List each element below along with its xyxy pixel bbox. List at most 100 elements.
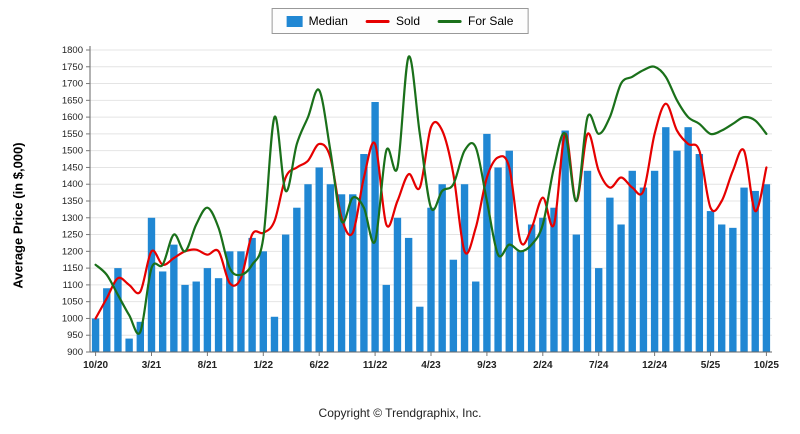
chart-area: 900 950 1000 1050 1100 1150 1200 1250 1300 1350 14…	[0, 40, 800, 381]
y-tick-label: 1250	[62, 230, 83, 241]
median-bar	[639, 187, 648, 352]
median-bar	[550, 207, 558, 352]
y-tick-label: 1700	[62, 79, 83, 90]
y-tick-label: 1750	[62, 62, 83, 73]
median-bar	[226, 251, 234, 352]
y-tick-label: 1200	[62, 246, 83, 257]
median-bar	[147, 217, 156, 352]
median-bar	[427, 207, 435, 352]
x-tick-labels: 10/20 3/21 8/21 1/22 6/22 11/22 4/23 9/23 2/24 7/…	[83, 352, 779, 371]
legend-item-sold[interactable]: Sold	[365, 14, 421, 28]
x-tick-label: 5/25	[701, 360, 721, 371]
median-bar	[662, 127, 670, 352]
median-bar	[91, 318, 100, 352]
y-tick-label: 1000	[62, 313, 83, 324]
median-bar	[505, 150, 513, 352]
y-tick-label: 950	[67, 330, 83, 341]
median-bar	[349, 194, 357, 352]
median-bar	[472, 281, 480, 352]
median-bar	[572, 234, 581, 352]
median-bar	[684, 127, 692, 352]
median-bar	[158, 271, 167, 352]
median-bar	[237, 251, 245, 352]
median-bar	[170, 244, 178, 352]
x-tick-label: 1/22	[254, 360, 274, 371]
median-bar	[393, 217, 402, 352]
series-lines	[94, 55, 768, 335]
median-bar	[371, 102, 379, 352]
median-bar	[494, 167, 502, 352]
median-bar	[259, 251, 267, 352]
y-tick-label: 1550	[62, 129, 83, 140]
median-bar	[337, 194, 346, 352]
median-bar	[181, 284, 189, 352]
median-bar	[628, 170, 636, 352]
median-bar	[650, 170, 659, 352]
y-tick-label: 1650	[62, 95, 83, 106]
median-bar	[360, 154, 368, 352]
x-tick-label: 7/24	[589, 360, 609, 371]
x-tick-label: 10/20	[83, 360, 108, 371]
y-tick-label: 1150	[63, 263, 83, 274]
median-bar	[416, 306, 424, 352]
median-bar	[103, 288, 111, 352]
y-tick-labels: 900 950 1000 1050 1100 1150 1200 1250 1300 1350 14…	[62, 45, 90, 358]
legend-label-for-sale: For Sale	[468, 14, 514, 28]
x-tick-label: 12/24	[642, 360, 667, 371]
median-bar	[203, 268, 212, 352]
legend-item-for-sale[interactable]: For Sale	[438, 14, 513, 28]
median-bar	[695, 154, 704, 352]
y-tick-label: 1400	[62, 179, 83, 190]
for-sale-line	[94, 55, 768, 335]
median-bar	[315, 167, 323, 352]
sold-swatch-icon	[365, 19, 390, 23]
median-bar	[583, 170, 592, 352]
median-bar	[729, 227, 737, 352]
median-bars	[91, 102, 771, 352]
median-swatch-icon	[286, 15, 303, 27]
y-tick-label: 1500	[62, 146, 83, 157]
median-bar	[717, 224, 726, 352]
median-bar	[270, 316, 279, 352]
legend: Median Sold For Sale	[271, 8, 529, 34]
median-bar	[527, 224, 536, 352]
median-bar	[617, 224, 625, 352]
for-sale-swatch-icon	[438, 19, 463, 23]
median-bar	[706, 211, 715, 352]
price-chart: 900 950 1000 1050 1100 1150 1200 1250 1300 1350 14…	[62, 45, 779, 371]
median-bar	[673, 150, 681, 352]
legend-label-sold: Sold	[395, 14, 421, 28]
median-bar	[136, 321, 145, 352]
median-bar	[449, 259, 458, 352]
x-tick-label: 2/24	[533, 360, 553, 371]
x-tick-label: 8/21	[198, 360, 218, 371]
x-tick-label: 3/21	[142, 360, 162, 371]
median-bar	[214, 278, 223, 352]
median-bar	[595, 268, 603, 352]
median-bar	[740, 187, 748, 352]
y-tick-label: 1350	[62, 196, 83, 207]
y-tick-label: 900	[67, 347, 83, 358]
median-bar	[751, 190, 759, 352]
median-bar	[125, 338, 133, 352]
y-tick-label: 1450	[62, 162, 83, 173]
y-tick-label: 1600	[62, 112, 83, 123]
median-bar	[438, 184, 446, 352]
median-bar	[539, 217, 547, 352]
x-tick-label: 10/25	[754, 360, 779, 371]
legend-item-median[interactable]: Median	[286, 14, 348, 28]
median-bar	[382, 284, 390, 352]
median-bar	[404, 237, 413, 352]
median-bar	[248, 237, 256, 352]
sold-line	[94, 102, 768, 320]
y-tick-label: 1100	[63, 280, 83, 291]
y-tick-label: 1800	[62, 45, 83, 56]
median-bar	[762, 184, 771, 352]
x-tick-label: 6/22	[309, 360, 329, 371]
x-tick-label: 9/23	[477, 360, 497, 371]
median-bar	[192, 281, 200, 352]
y-tick-label: 1050	[62, 297, 83, 308]
median-bar	[606, 197, 614, 352]
y-tick-label: 1300	[62, 213, 83, 224]
